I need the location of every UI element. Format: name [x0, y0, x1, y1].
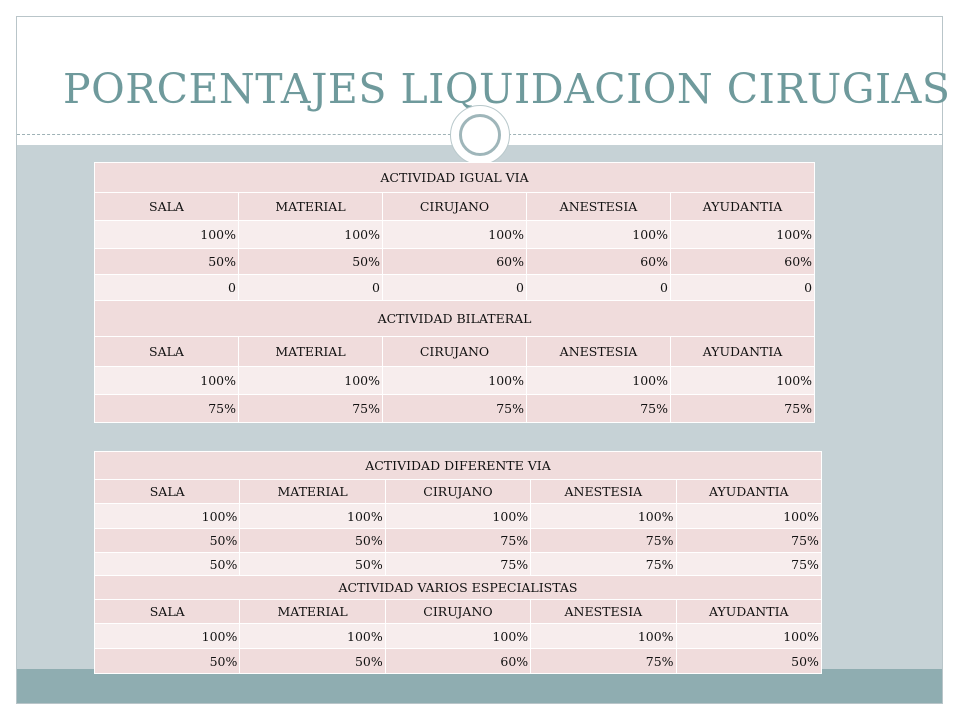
- column-header: SALA: [94, 336, 239, 367]
- column-header: AYUDANTIA: [675, 599, 822, 624]
- slide-title: PORCENTAJES LIQUIDACION CIRUGIAS: [63, 65, 951, 113]
- column-header: ANESTESIA: [526, 336, 671, 367]
- table-cell: 100%: [238, 220, 383, 249]
- table-cell: 75%: [526, 394, 671, 423]
- column-header: SALA: [93, 599, 241, 624]
- table-cell: 75%: [238, 394, 383, 423]
- table-row: 50% 50% 60% 60% 60%: [94, 248, 816, 275]
- table-cell: 100%: [530, 623, 677, 649]
- table-cell: 75%: [530, 648, 677, 674]
- table-row: 75% 75% 75% 75% 75%: [94, 394, 816, 423]
- section-heading-row: ACTIVIDAD VARIOS ESPECIALISTAS: [94, 575, 822, 600]
- table-actividad-igual-via-bilateral: ACTIVIDAD IGUAL VIA SALA MATERIAL CIRUJA…: [93, 162, 816, 423]
- table-cell: 50%: [239, 528, 386, 553]
- circle-ornament-inner: [459, 114, 501, 156]
- table-cell: 75%: [384, 552, 532, 576]
- circle-ornament-icon: [450, 105, 510, 165]
- table-cell: 75%: [384, 528, 532, 553]
- table-cell: 100%: [238, 366, 383, 395]
- table-cell: 100%: [675, 503, 822, 529]
- table-cell: 100%: [530, 503, 677, 529]
- column-header: MATERIAL: [239, 599, 386, 624]
- column-header-row: SALA MATERIAL CIRUJANO ANESTESIA AYUDANT…: [94, 336, 816, 367]
- table-row: 100% 100% 100% 100% 100%: [93, 623, 822, 649]
- table-cell: 75%: [675, 552, 822, 576]
- footer-band: [17, 669, 942, 703]
- table-cell: 0: [238, 274, 383, 301]
- column-header: AYUDANTIA: [675, 479, 822, 504]
- table-cell: 0: [382, 274, 527, 301]
- column-header: ANESTESIA: [530, 599, 677, 624]
- column-header-row: SALA MATERIAL CIRUJANO ANESTESIA AYUDANT…: [93, 599, 822, 624]
- table-cell: 100%: [93, 503, 241, 529]
- column-header: AYUDANTIA: [669, 192, 816, 221]
- table-cell: 100%: [93, 623, 241, 649]
- section-heading: ACTIVIDAD VARIOS ESPECIALISTAS: [94, 575, 822, 600]
- table-cell: 100%: [526, 220, 671, 249]
- column-header: AYUDANTIA: [669, 336, 816, 367]
- table-cell: 100%: [94, 366, 239, 395]
- table-cell: 50%: [93, 552, 241, 576]
- table-cell: 100%: [239, 503, 386, 529]
- column-header: CIRUJANO: [384, 479, 532, 504]
- table-cell: 60%: [384, 648, 532, 674]
- table-row: 50% 50% 75% 75% 75%: [93, 552, 822, 576]
- table-row: 100% 100% 100% 100% 100%: [93, 503, 822, 529]
- table-cell: 100%: [382, 220, 527, 249]
- column-header-row: SALA MATERIAL CIRUJANO ANESTESIA AYUDANT…: [94, 192, 816, 221]
- table-cell: 50%: [239, 648, 386, 674]
- column-header: CIRUJANO: [382, 192, 527, 221]
- table-cell: 100%: [239, 623, 386, 649]
- table-cell: 100%: [384, 623, 532, 649]
- column-header: CIRUJANO: [384, 599, 532, 624]
- section-heading: ACTIVIDAD IGUAL VIA: [93, 162, 816, 193]
- table-cell: 100%: [675, 623, 822, 649]
- table-cell: 50%: [239, 552, 386, 576]
- table-cell: 0: [669, 274, 816, 301]
- section-heading-row: ACTIVIDAD DIFERENTE VIA: [94, 451, 822, 480]
- table-row: 50% 50% 60% 75% 50%: [93, 648, 822, 674]
- table-actividad-diferente-via-especialistas: ACTIVIDAD DIFERENTE VIA SALA MATERIAL CI…: [93, 451, 822, 674]
- table-cell: 60%: [382, 248, 527, 275]
- column-header: MATERIAL: [239, 479, 386, 504]
- section-heading-row: ACTIVIDAD BILATERAL: [93, 300, 816, 337]
- table-cell: 50%: [94, 248, 239, 275]
- section-heading-row: ACTIVIDAD IGUAL VIA: [93, 162, 816, 193]
- table-cell: 50%: [675, 648, 822, 674]
- table-cell: 50%: [93, 528, 241, 553]
- table-row: 100% 100% 100% 100% 100%: [94, 220, 816, 249]
- column-header: SALA: [93, 479, 241, 504]
- table-cell: 100%: [384, 503, 532, 529]
- column-header: ANESTESIA: [530, 479, 677, 504]
- section-heading: ACTIVIDAD BILATERAL: [93, 300, 816, 337]
- table-cell: 50%: [238, 248, 383, 275]
- column-header: ANESTESIA: [526, 192, 671, 221]
- table-row: 100% 100% 100% 100% 100%: [94, 366, 816, 395]
- table-cell: 100%: [382, 366, 527, 395]
- table-row: 50% 50% 75% 75% 75%: [93, 528, 822, 553]
- table-cell: 0: [526, 274, 671, 301]
- table-cell: 100%: [94, 220, 239, 249]
- column-header: SALA: [94, 192, 239, 221]
- column-header: MATERIAL: [238, 336, 383, 367]
- table-cell: 60%: [526, 248, 671, 275]
- table-cell: 75%: [530, 552, 677, 576]
- table-cell: 75%: [382, 394, 527, 423]
- column-header: MATERIAL: [238, 192, 383, 221]
- table-cell: 60%: [669, 248, 816, 275]
- table-row: 0 0 0 0 0: [94, 274, 816, 301]
- table-cell: 75%: [675, 528, 822, 553]
- table-cell: 0: [94, 274, 239, 301]
- section-heading: ACTIVIDAD DIFERENTE VIA: [94, 451, 822, 480]
- table-cell: 100%: [669, 366, 816, 395]
- table-cell: 100%: [526, 366, 671, 395]
- table-cell: 100%: [669, 220, 816, 249]
- table-cell: 75%: [94, 394, 239, 423]
- column-header-row: SALA MATERIAL CIRUJANO ANESTESIA AYUDANT…: [93, 479, 822, 504]
- table-cell: 75%: [669, 394, 816, 423]
- table-cell: 50%: [93, 648, 241, 674]
- column-header: CIRUJANO: [382, 336, 527, 367]
- table-cell: 75%: [530, 528, 677, 553]
